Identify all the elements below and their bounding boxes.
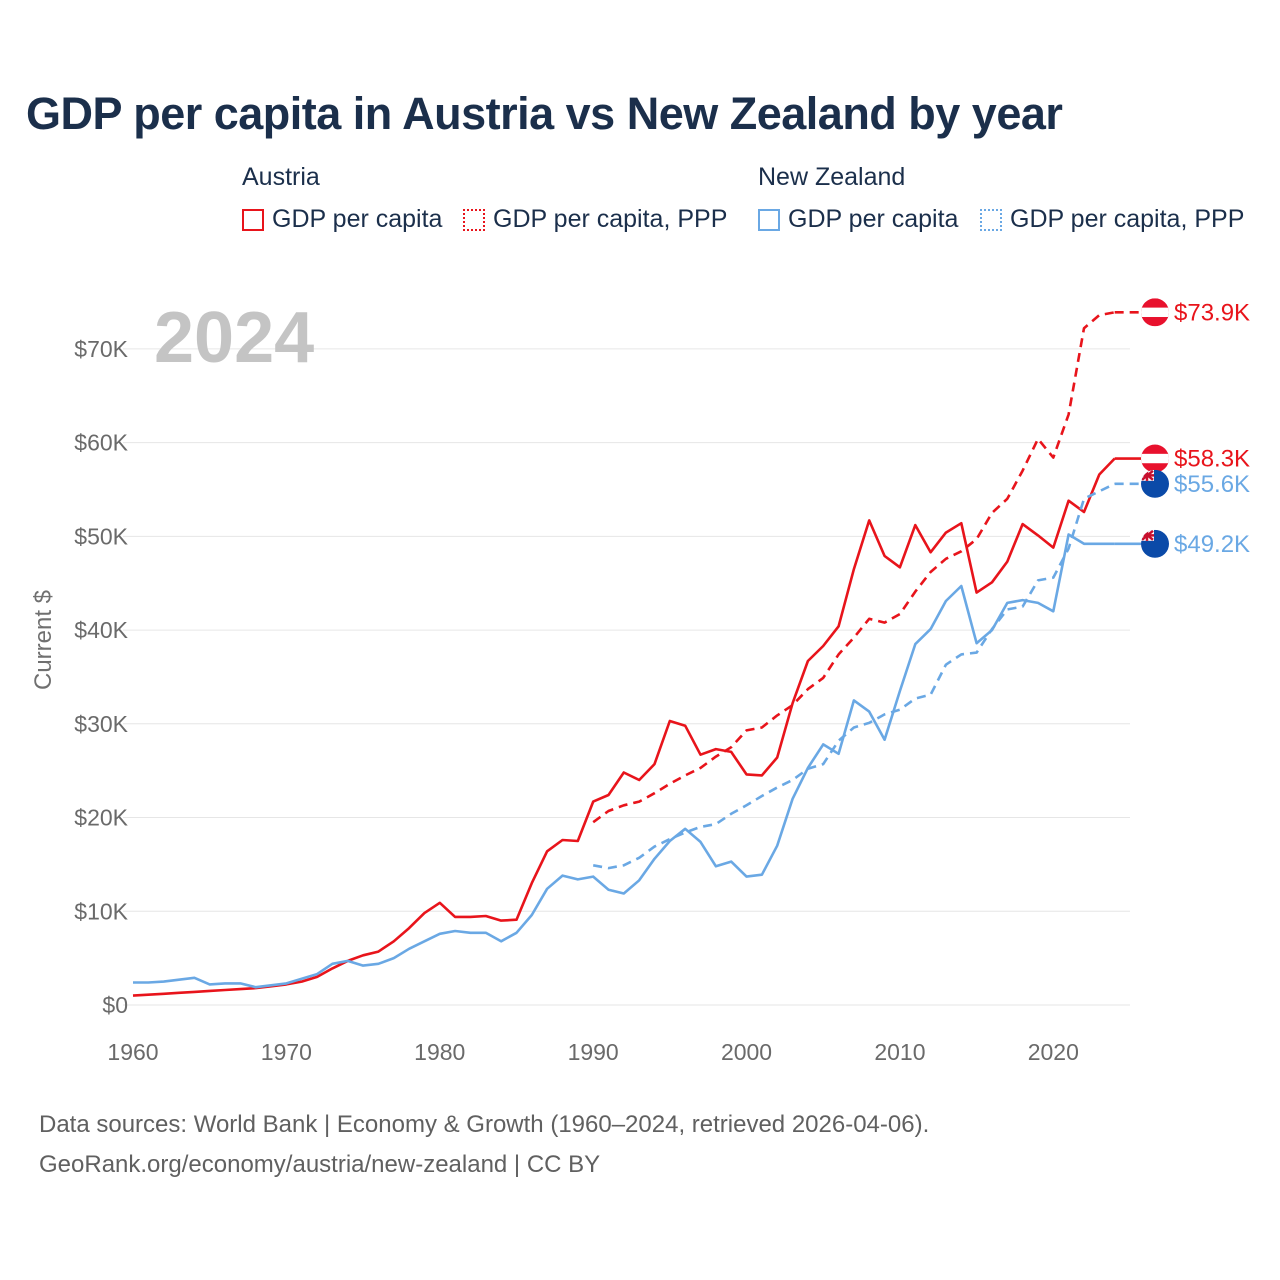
legend-label: GDP per capita [788, 205, 959, 233]
footer: Data sources: World Bank | Economy & Gro… [39, 1105, 929, 1185]
y-tick-label: $30K [74, 711, 128, 737]
series-line-new-zealand-gdp-per-capita-ppp [592, 482, 1116, 870]
end-value-label: $58.3K [1174, 446, 1250, 473]
series-line-new-zealand-gdp-per-capita [133, 533, 1115, 989]
x-tick-label: 1970 [261, 1039, 312, 1065]
y-tick-label: $60K [74, 430, 128, 456]
y-tick-label: $20K [74, 805, 128, 831]
legend-nz-gdp[interactable]: GDP per capita [758, 205, 958, 234]
legend-label: GDP per capita, PPP [1010, 205, 1245, 233]
flag-white [1141, 307, 1169, 318]
legend-swatch-solid-blue [758, 208, 780, 231]
footer-sources: Data sources: World Bank | Economy & Gro… [39, 1111, 930, 1138]
year-watermark: 2024 [154, 298, 314, 378]
new-zealand-flag-icon [1141, 469, 1169, 498]
y-tick-label: $50K [74, 523, 128, 549]
x-tick-label: 2020 [1028, 1039, 1079, 1065]
x-tick-label: 1980 [414, 1039, 465, 1065]
end-value-label: $55.6K [1174, 471, 1250, 498]
flag-field [1141, 529, 1169, 558]
austria-flag-icon [1141, 298, 1169, 327]
x-tick-label: 1960 [107, 1039, 158, 1065]
legend-group-new-zealand: New Zealand [758, 163, 906, 191]
series [132, 311, 1116, 997]
y-axis-label: Current $ [30, 590, 57, 690]
y-axis-ticks: $0 $10K $20K $30K $40K $50K $60K $70K [74, 336, 128, 1018]
flag-field [1141, 469, 1169, 498]
y-tick-label: $40K [74, 617, 128, 643]
legend-swatch-solid-red [242, 208, 264, 231]
footer-link[interactable]: GeoRank.org/economy/austria/new-zealand … [39, 1151, 601, 1178]
y-tick-label: $70K [74, 336, 128, 362]
flag-white [1141, 453, 1169, 464]
end-markers: $58.3K $73.9K $49.2K $55.6K [1114, 298, 1250, 558]
end-value-label: $73.9K [1174, 299, 1250, 326]
y-tick-label: $10K [74, 898, 128, 924]
series-line-austria-gdp-per-capita-ppp [592, 311, 1115, 824]
austria-flag-icon [1141, 444, 1169, 473]
y-tick-label: $0 [102, 992, 128, 1018]
chart-title: GDP per capita in Austria vs New Zealand… [26, 88, 1063, 139]
x-tick-label: 2010 [874, 1039, 925, 1065]
x-tick-label: 1990 [568, 1039, 619, 1065]
legend-austria-gdp[interactable]: GDP per capita [242, 205, 442, 234]
line-chart: 2024 Current $ $0 $10K $20K $30K $40K $50K $60… [30, 298, 1250, 1065]
legend-group-austria: Austria [242, 163, 320, 191]
legend-swatch-dotted-blue [980, 208, 1002, 231]
x-tick-label: 2000 [721, 1039, 772, 1065]
series-line-austria-gdp-per-capita [132, 457, 1116, 997]
new-zealand-flag-icon [1141, 529, 1169, 558]
legend-label: GDP per capita, PPP [493, 205, 728, 233]
legend-austria-gdp-ppp[interactable]: GDP per capita, PPP [463, 205, 727, 234]
legend-label: GDP per capita [272, 205, 443, 233]
flag-stripes [1141, 444, 1169, 473]
x-axis-ticks: 1960 1970 1980 1990 2000 2010 2020 [107, 1039, 1078, 1065]
legend-nz-gdp-ppp[interactable]: GDP per capita, PPP [980, 205, 1244, 234]
flag-stripes [1141, 298, 1169, 327]
grid-lines [123, 348, 1130, 1006]
legend-swatch-dotted-red [463, 208, 485, 231]
end-value-label: $49.2K [1174, 531, 1250, 558]
